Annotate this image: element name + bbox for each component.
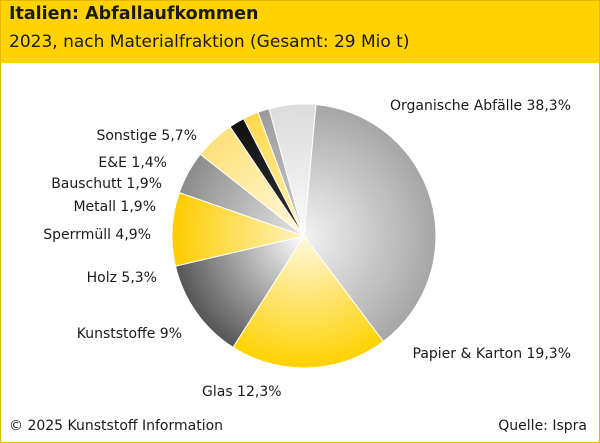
pie-slice-organische-abfalle — [303, 103, 437, 343]
pie-slices — [171, 103, 437, 369]
slice-label-sperrmull: Sperrmüll 4,9% — [43, 227, 151, 243]
pie-slice-papier-karton — [232, 235, 385, 369]
copyright-note: © 2025 Kunststoff Information — [9, 418, 224, 434]
slice-label-metall: Metall 1,9% — [73, 199, 156, 215]
slice-label-kunststoffe: Kunststoffe 9% — [77, 326, 182, 342]
slice-label-organische-abfalle: Organische Abfälle 38,3% — [390, 98, 571, 114]
slice-label-papier-karton: Papier & Karton 19,3% — [413, 346, 571, 362]
pie-slice-glas — [174, 235, 306, 349]
pie-chart: Organische Abfälle 38,3% Papier & Karton … — [43, 98, 571, 400]
slice-label-glas: Glas 12,3% — [202, 384, 282, 400]
chart-subtitle: 2023, nach Materialfraktion (Gesamt: 29 … — [9, 32, 410, 52]
slice-label-holz: Holz 5,3% — [87, 270, 157, 286]
slice-label-sonstige: Sonstige 5,7% — [96, 128, 197, 144]
slice-label-e-e: E&E 1,4% — [98, 155, 167, 171]
pie-slice-sonstige — [268, 103, 317, 237]
chart-header: Italien: Abfallaufkommen 2023, nach Mate… — [1, 1, 599, 63]
slice-label-bauschutt: Bauschutt 1,9% — [51, 176, 162, 192]
pie-labels: Organische Abfälle 38,3% Papier & Karton … — [43, 98, 571, 400]
source-note: Quelle: Ispra — [498, 418, 587, 434]
chart-title: Italien: Abfallaufkommen — [9, 4, 259, 24]
